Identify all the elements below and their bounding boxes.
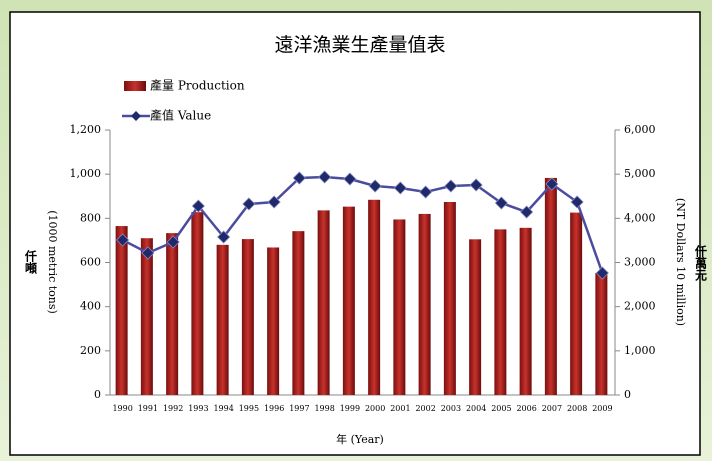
marker bbox=[141, 246, 155, 260]
x-tick-label: 2005 bbox=[491, 404, 511, 413]
bar bbox=[166, 233, 179, 395]
marker bbox=[242, 197, 256, 211]
bar bbox=[519, 227, 532, 395]
bar bbox=[292, 231, 305, 395]
y-tick-label: 600 bbox=[80, 256, 101, 269]
marker bbox=[267, 195, 281, 209]
y2-axis-unit: 仟萬元 bbox=[694, 244, 708, 282]
x-tick-label: 2006 bbox=[516, 404, 536, 413]
x-tick-label: 1993 bbox=[188, 404, 208, 413]
y-tick-label: 400 bbox=[80, 300, 101, 313]
marker bbox=[419, 185, 433, 199]
bar bbox=[216, 244, 229, 395]
x-tick-label: 1996 bbox=[264, 404, 284, 413]
y-axis-label: (1000 metric tons) bbox=[46, 210, 59, 314]
x-tick-label: 2003 bbox=[441, 404, 461, 413]
marker bbox=[116, 233, 130, 247]
x-tick-label: 1991 bbox=[138, 404, 158, 413]
marker bbox=[292, 171, 306, 185]
bar bbox=[570, 212, 583, 395]
bar bbox=[544, 177, 557, 395]
marker bbox=[444, 179, 458, 193]
y-tick-label: 1,200 bbox=[70, 123, 102, 136]
bar bbox=[317, 210, 330, 395]
legend-label: 產值 Value bbox=[150, 108, 211, 123]
x-tick-label: 2004 bbox=[466, 404, 486, 413]
y2-tick-label: 4,000 bbox=[624, 211, 656, 224]
y-tick-label: 200 bbox=[80, 344, 101, 357]
marker bbox=[217, 230, 231, 244]
y-tick-label: 1,000 bbox=[70, 167, 102, 180]
x-tick-label: 1990 bbox=[112, 404, 132, 413]
x-tick-label: 2000 bbox=[365, 404, 385, 413]
marker bbox=[191, 199, 205, 213]
x-tick-label: 2002 bbox=[415, 404, 435, 413]
y2-tick-label: 6,000 bbox=[624, 123, 656, 136]
bar bbox=[418, 213, 431, 395]
x-tick-label: 1992 bbox=[163, 404, 183, 413]
x-tick-label: 1999 bbox=[340, 404, 360, 413]
y2-tick-label: 3,000 bbox=[624, 256, 656, 269]
marker bbox=[318, 170, 332, 184]
y-tick-label: 800 bbox=[80, 211, 101, 224]
bar bbox=[140, 238, 153, 395]
marker bbox=[570, 195, 584, 209]
marker bbox=[343, 172, 357, 186]
x-tick-label: 2007 bbox=[542, 404, 562, 413]
bar bbox=[191, 212, 204, 395]
y-axis-unit: 仟噸 bbox=[24, 249, 38, 275]
marker bbox=[595, 266, 609, 280]
y2-tick-label: 5,000 bbox=[624, 167, 656, 180]
bar bbox=[241, 239, 254, 395]
x-tick-label: 2001 bbox=[390, 404, 410, 413]
marker bbox=[494, 196, 508, 210]
x-tick-label: 2009 bbox=[592, 404, 612, 413]
marker bbox=[545, 177, 559, 191]
bar bbox=[469, 239, 482, 395]
x-tick-label: 1997 bbox=[289, 404, 309, 413]
x-tick-label: 1995 bbox=[239, 404, 259, 413]
marker bbox=[166, 235, 180, 249]
bar bbox=[267, 247, 280, 395]
bar bbox=[115, 226, 128, 395]
y2-tick-label: 1,000 bbox=[624, 344, 656, 357]
marker bbox=[469, 178, 483, 192]
y2-tick-label: 2,000 bbox=[624, 300, 656, 313]
bar bbox=[342, 206, 355, 395]
x-tick-label: 1998 bbox=[314, 404, 334, 413]
bar bbox=[368, 199, 381, 395]
bar bbox=[393, 219, 406, 395]
bar bbox=[443, 201, 456, 395]
y2-tick-label: 0 bbox=[624, 388, 631, 401]
legend-swatch bbox=[124, 81, 146, 91]
y2-axis-label: (NT Dollars 10 million) bbox=[674, 198, 687, 326]
marker bbox=[368, 179, 382, 193]
chart-title: 遠洋漁業生產量值表 bbox=[274, 34, 445, 56]
x-axis-label: 年 (Year) bbox=[336, 432, 384, 446]
x-tick-label: 2008 bbox=[567, 404, 587, 413]
legend-label: 產量 Production bbox=[150, 78, 245, 93]
y-tick-label: 0 bbox=[94, 388, 101, 401]
marker bbox=[520, 205, 534, 219]
bar bbox=[494, 229, 507, 395]
x-tick-label: 1994 bbox=[213, 404, 233, 413]
legend-marker bbox=[131, 111, 141, 121]
marker bbox=[393, 181, 407, 195]
bar bbox=[595, 272, 608, 395]
